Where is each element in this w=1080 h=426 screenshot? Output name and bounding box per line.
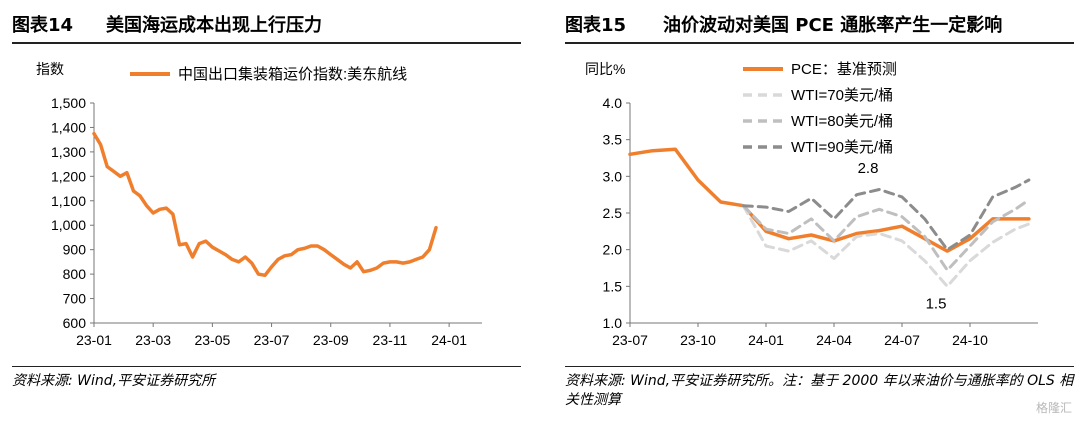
chart-panel-left: 图表14 美国海运成本出现上行压力 指数 600 700 800 900 1,000 1,1… [0, 0, 527, 426]
data-label: 2.8 [858, 160, 879, 177]
y-tick-label: 900 [63, 242, 87, 258]
y-tick-label: 2.5 [603, 205, 623, 221]
series-line [741, 198, 1031, 272]
series-line [92, 131, 438, 278]
x-tick-label: 23-07 [254, 332, 290, 348]
y-tick-label: 3.5 [603, 132, 623, 148]
x-tick-label: 23-07 [612, 332, 648, 348]
figure-source: 资料来源: Wind,平安证券研究所 [12, 373, 216, 389]
source-divider [565, 366, 1074, 367]
x-tick-label: 23-10 [680, 332, 716, 348]
x-tick-label: 24-01 [748, 332, 784, 348]
series-line [741, 204, 1031, 288]
figure-number: 图表15 [565, 15, 627, 36]
data-label: 1.5 [926, 295, 947, 312]
chart-pce-inflation: 同比% 1.0 1.5 2.0 2.5 3.0 3.5 4.0 23-07 23-10 24-01 2… [585, 61, 1038, 348]
chart-shipping-cost: 指数 600 700 800 900 1,000 1,100 1,200 1,300 1,400 1… [36, 61, 482, 348]
y-tick-label: 600 [63, 315, 87, 331]
y-tick-label: 1.5 [603, 278, 623, 294]
legend-label: 中国出口集装箱运价指数:美东航线 [178, 66, 407, 83]
chart-panel-right: 图表15 油价波动对美国 PCE 通胀率产生一定影响 同比% 1.0 1.5 2.0 2… [553, 0, 1080, 426]
x-tick-label: 23-09 [313, 332, 349, 348]
figure-title-bar: 图表14 美国海运成本出现上行压力 [12, 2, 521, 44]
legend-label: WTI=80美元/桶 [791, 113, 893, 130]
x-tick-label: 23-01 [76, 332, 112, 348]
y-tick-label: 1,100 [51, 193, 86, 209]
legend-label: PCE：基准预测 [791, 61, 897, 78]
figure-title-bar: 图表15 油价波动对美国 PCE 通胀率产生一定影响 [565, 2, 1074, 44]
figure-source: 资料来源: Wind,平安证券研究所。注：基于 2000 年以来油价与通胀率的 … [565, 373, 1074, 408]
y-tick-label: 3.0 [603, 168, 623, 184]
y-tick-label: 1,500 [51, 95, 86, 111]
legend-label: WTI=70美元/桶 [791, 87, 893, 104]
y-tick-label: 1.0 [603, 315, 623, 331]
x-tick-label: 24-04 [816, 332, 852, 348]
x-tick-label: 24-07 [884, 332, 920, 348]
watermark-text: 格隆汇 [1035, 401, 1072, 415]
y-tick-label: 4.0 [603, 95, 623, 111]
y-tick-label: 1,400 [51, 119, 86, 135]
y-tick-label: 700 [63, 291, 87, 307]
y-tick-label: 2.0 [603, 242, 623, 258]
source-divider [12, 366, 521, 367]
y-axis-unit-label: 指数 [36, 61, 64, 77]
series-line [741, 178, 1031, 252]
y-tick-label: 800 [63, 266, 87, 282]
y-tick-label: 1,200 [51, 168, 86, 184]
y-axis-unit-label: 同比% [585, 61, 625, 77]
figure-title: 美国海运成本出现上行压力 [106, 15, 322, 36]
y-tick-label: 1,300 [51, 144, 86, 160]
y-tick-label: 1,000 [51, 217, 86, 233]
x-tick-label: 24-10 [952, 332, 988, 348]
x-tick-label: 23-11 [373, 332, 408, 348]
x-tick-label: 24-01 [431, 332, 467, 348]
legend-label: WTI=90美元/桶 [791, 139, 893, 156]
figure-title: 油价波动对美国 PCE 通胀率产生一定影响 [663, 15, 1003, 36]
figure-number: 图表14 [12, 15, 74, 36]
x-tick-label: 23-03 [135, 332, 171, 348]
x-tick-label: 23-05 [194, 332, 230, 348]
